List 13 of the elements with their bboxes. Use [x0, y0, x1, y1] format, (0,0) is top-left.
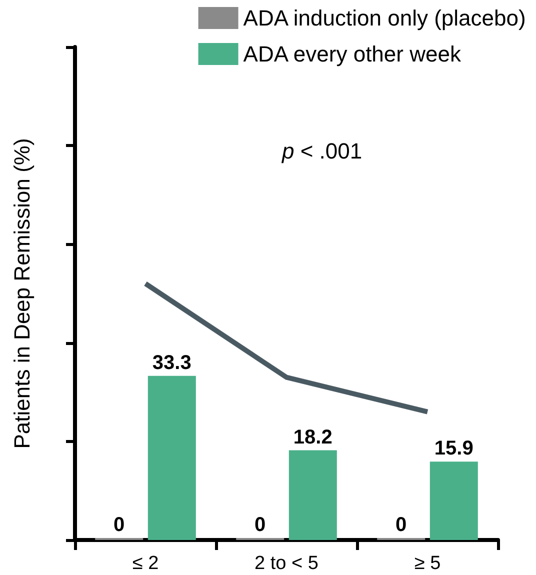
legend-label: ADA induction only (placebo): [243, 6, 526, 30]
x-tick-label: 2 to < 5: [254, 553, 318, 574]
data-label: 0: [114, 514, 125, 536]
data-label: 33.3: [152, 352, 192, 374]
annotation: p < .001: [281, 138, 362, 164]
data-label: 18.2: [293, 426, 332, 448]
x-tick-label: ≥ 5: [414, 553, 441, 574]
y-axis-title: Patients in Deep Remission (%): [10, 138, 34, 449]
legend-label: ADA every other week: [243, 42, 462, 66]
x-tick-label: ≤ 2: [132, 553, 159, 574]
data-label: 15.9: [434, 438, 474, 460]
data-label: 0: [396, 514, 407, 536]
data-label: 0: [254, 514, 266, 536]
